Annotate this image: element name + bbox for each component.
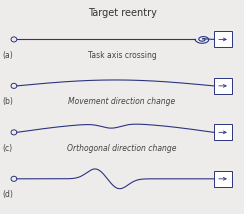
Text: (d): (d) xyxy=(3,190,13,199)
Bar xyxy=(214,171,232,187)
Bar xyxy=(214,124,232,140)
Text: (a): (a) xyxy=(3,51,13,60)
Text: Orthogonal direction change: Orthogonal direction change xyxy=(67,144,177,153)
Text: Movement direction change: Movement direction change xyxy=(68,98,176,107)
Bar xyxy=(214,78,232,94)
Text: (c): (c) xyxy=(3,144,13,153)
Text: Target reentry: Target reentry xyxy=(88,8,156,18)
Bar xyxy=(214,31,232,47)
Text: (b): (b) xyxy=(3,98,13,107)
Text: Task axis crossing: Task axis crossing xyxy=(88,51,156,60)
